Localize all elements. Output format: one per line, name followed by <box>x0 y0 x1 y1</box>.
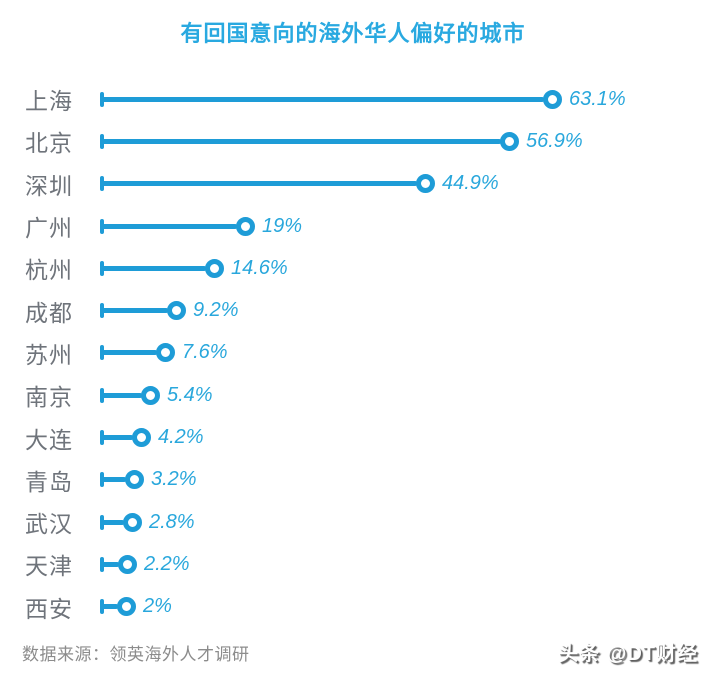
lollipop-track: 2.2% <box>100 553 706 576</box>
lollipop-line <box>104 96 544 102</box>
lollipop-track: 5.4% <box>100 384 706 407</box>
axis-tick <box>100 472 104 488</box>
chart-row: 西安 2% <box>0 586 706 628</box>
axis-tick <box>100 303 104 319</box>
chart-row: 苏州 7.6% <box>0 332 706 374</box>
value-label: 44.9% <box>442 172 499 195</box>
chart-row: 大连 4.2% <box>0 416 706 458</box>
value-label: 56.9% <box>526 129 583 152</box>
chart-row: 青岛 3.2% <box>0 459 706 501</box>
chart-row: 深圳 44.9% <box>0 163 706 205</box>
value-label: 7.6% <box>182 341 228 364</box>
axis-tick <box>100 430 104 446</box>
category-label: 天津 <box>25 553 73 580</box>
value-label: 14.6% <box>231 256 288 279</box>
category-label: 青岛 <box>25 468 73 495</box>
lollipop-marker-icon <box>125 470 144 490</box>
lollipop-marker-icon <box>123 512 142 532</box>
lollipop-line <box>104 223 237 229</box>
lollipop-track: 7.6% <box>100 341 706 364</box>
lollipop-track: 56.9% <box>100 130 706 153</box>
category-label: 西安 <box>25 595 73 622</box>
lollipop-line <box>104 561 119 567</box>
chart-row: 广州 19% <box>0 205 706 247</box>
lollipop-line <box>104 265 206 271</box>
category-label: 苏州 <box>25 341 73 368</box>
chart-row: 武汉 2.8% <box>0 501 706 543</box>
axis-tick <box>100 387 104 403</box>
chart-row: 天津 2.2% <box>0 543 706 585</box>
lollipop-marker-icon <box>205 258 224 278</box>
category-label: 武汉 <box>25 511 73 538</box>
lollipop-track: 14.6% <box>100 257 706 280</box>
chart-row: 杭州 14.6% <box>0 247 706 289</box>
value-label: 19% <box>262 214 303 237</box>
lollipop-track: 63.1% <box>100 88 706 111</box>
lollipop-line <box>104 308 168 314</box>
axis-tick <box>100 133 104 149</box>
category-label: 上海 <box>25 88 73 115</box>
value-label: 63.1% <box>569 87 626 110</box>
lollipop-marker-icon <box>500 131 519 151</box>
lollipop-marker-icon <box>167 301 186 321</box>
chart-row: 南京 5.4% <box>0 374 706 416</box>
lollipop-marker-icon <box>416 174 435 194</box>
lollipop-line <box>104 350 157 356</box>
axis-tick <box>100 218 104 234</box>
lollipop-marker-icon <box>236 216 255 236</box>
lollipop-track: 2% <box>100 595 706 618</box>
axis-tick <box>100 260 104 276</box>
category-label: 杭州 <box>25 257 73 284</box>
lollipop-line <box>104 477 126 483</box>
lollipop-marker-icon <box>543 89 562 109</box>
category-label: 深圳 <box>25 172 73 199</box>
lollipop-marker-icon <box>156 343 175 363</box>
lollipop-marker-icon <box>118 554 137 574</box>
category-label: 大连 <box>25 426 73 453</box>
chart-row: 北京 56.9% <box>0 120 706 162</box>
lollipop-chart: 上海 63.1% 北京 56.9% 深圳 4 <box>0 78 706 628</box>
lollipop-line <box>104 435 133 441</box>
lollipop-track: 9.2% <box>100 299 706 322</box>
source-note: 数据来源：领英海外人才调研 <box>22 645 250 664</box>
lollipop-line <box>104 604 118 610</box>
lollipop-track: 3.2% <box>100 468 706 491</box>
chart-footer: 数据来源：领英海外人才调研 头条 @DT财经 <box>22 637 698 666</box>
lollipop-track: 19% <box>100 215 706 238</box>
chart-row: 上海 63.1% <box>0 78 706 120</box>
axis-tick <box>100 514 104 530</box>
lollipop-line <box>104 519 124 525</box>
lollipop-marker-icon <box>132 428 151 448</box>
lollipop-line <box>104 138 501 144</box>
value-label: 9.2% <box>193 299 239 322</box>
category-label: 成都 <box>25 299 73 326</box>
watermark-badge: 头条 @DT财经 <box>558 643 698 665</box>
category-label: 广州 <box>25 215 73 242</box>
lollipop-line <box>104 392 142 398</box>
value-label: 3.2% <box>151 468 197 491</box>
value-label: 2.2% <box>144 552 190 575</box>
category-label: 南京 <box>25 384 73 411</box>
axis-tick <box>100 599 104 615</box>
lollipop-track: 4.2% <box>100 426 706 449</box>
lollipop-marker-icon <box>117 597 136 617</box>
axis-tick <box>100 91 104 107</box>
category-label: 北京 <box>25 130 73 157</box>
axis-tick <box>100 345 104 361</box>
value-label: 2.8% <box>149 510 195 533</box>
value-label: 5.4% <box>167 383 213 406</box>
chart-title: 有回国意向的海外华人偏好的城市 <box>180 21 526 46</box>
axis-tick <box>100 556 104 572</box>
value-label: 4.2% <box>158 426 204 449</box>
chart-row: 成都 9.2% <box>0 289 706 331</box>
lollipop-marker-icon <box>141 385 160 405</box>
lollipop-track: 2.8% <box>100 511 706 534</box>
axis-tick <box>100 176 104 192</box>
lollipop-line <box>104 181 417 187</box>
value-label: 2% <box>143 595 172 618</box>
lollipop-track: 44.9% <box>100 172 706 195</box>
